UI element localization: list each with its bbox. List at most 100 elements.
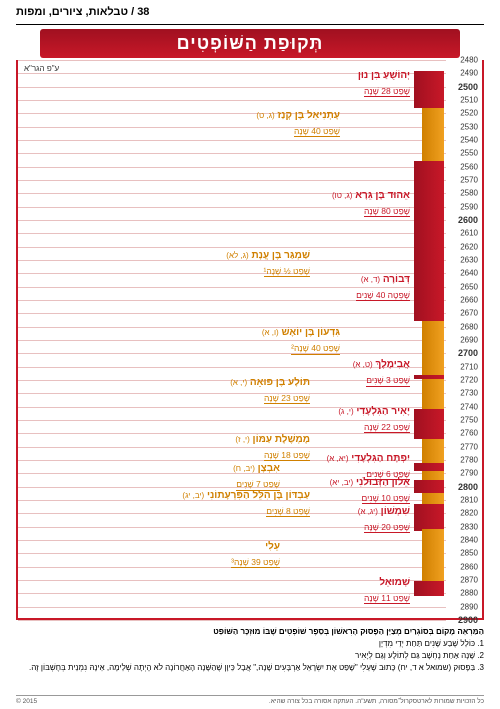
axis-tick: 2480 — [460, 56, 478, 65]
judge-name: אֲבִימֶלֶךְ (ט, א) — [353, 359, 410, 370]
judge-name: עָתְנִיאֵל בֶּן קְנַז (ג, ט) — [256, 110, 340, 121]
section-title: טבלאות, ציורים, ומפות — [16, 6, 128, 18]
axis-tick: 2830 — [460, 522, 478, 531]
judge-label: אֵלוֹן הַזְּבוּלֹנִי (יב, יא) שָׁפַט 10 ש… — [330, 477, 410, 506]
axis-tick: 2820 — [460, 509, 478, 518]
judge-name: יָאִיר הַגִּלְעָדִי (י, ג) — [338, 406, 410, 417]
judge-duration: שָׁפַט 39 שָׁנָה³ — [231, 558, 280, 568]
axis-tick: 2860 — [460, 562, 478, 571]
axis-tick: 2600 — [458, 215, 478, 225]
axis-tick: 2520 — [460, 109, 478, 118]
judge-duration: שָׁפַט 28 שָׁנָה — [364, 87, 410, 97]
judge-label: מֶמְשֶׁלֶת עַמּוֹן (י, ז) שָׁפַט 18 שָׁנָ… — [235, 434, 310, 463]
judge-label: יְהוֹשֻׁעַ בִּן נוּן שָׁפַט 28 שָׁנָה — [358, 70, 410, 99]
axis-tick: 2730 — [460, 389, 478, 398]
timeline-bar — [422, 493, 444, 504]
bar-column — [414, 60, 444, 618]
judge-duration: שָׁפַט 23 שָׁנָה — [264, 394, 310, 404]
judge-duration: שָׁפַט 8 שָׁנִים — [266, 507, 310, 517]
judge-duration: שָׁפַט 40 שָׁנָה — [294, 127, 340, 137]
timeline-bar — [422, 529, 444, 581]
timeline-bar — [422, 108, 444, 161]
judge-label: עֵלִישָׁפַט 39 שָׁנָה³ — [231, 541, 280, 570]
year-axis: 2480249025002510252025302540255025602570… — [448, 60, 478, 618]
judge-label: גִּדְעוֹן בֶּן יוֹאָשׁ (ו, א)שָׁפַט 40 ש… — [262, 327, 340, 356]
axis-tick: 2850 — [460, 549, 478, 558]
axis-tick: 2610 — [460, 229, 478, 238]
timeline-bar — [414, 480, 444, 493]
axis-tick: 2720 — [460, 376, 478, 385]
timeline-chart: ע"פ הגר"א 248024902500251025202530254025… — [16, 60, 484, 620]
judge-label: דְּבוֹרָה (ד, א) שָׁפְטָה 40 שָׁנִים — [356, 274, 410, 303]
axis-tick: 2510 — [460, 96, 478, 105]
judge-name: מֶמְשֶׁלֶת עַמּוֹן (י, ז) — [235, 434, 310, 445]
judge-label: שַׁמְגַּר בֶּן עֲנָת (ג, לא) שָׁפַט ½ שָׁ… — [226, 250, 310, 279]
judge-name: דְּבוֹרָה (ד, א) — [356, 274, 410, 285]
axis-tick: 2710 — [460, 362, 478, 371]
footnote-item: 3. בַּפָּסוּק (שמואל א ד, יח) כָּתוּב שֶ… — [16, 662, 484, 674]
timeline-bar — [422, 471, 444, 480]
axis-tick: 2650 — [460, 282, 478, 291]
axis-tick: 2590 — [460, 202, 478, 211]
judge-name: יְהוֹשֻׁעַ בִּן נוּן — [358, 70, 410, 81]
copyright-text: כל הזכויות שמורות לארטסקרול־מסורה, תשע"ה… — [269, 698, 484, 705]
judge-name: אֵהוּד בֶּן גֵּרָא (ג, טו) — [332, 190, 410, 201]
footnotes-heading: הַמַּרְאֵה מָקוֹם בְּסוֹגְרַיִם מְצַיֵּן… — [16, 626, 484, 638]
timeline-bar — [414, 161, 444, 268]
gridline — [18, 620, 446, 621]
footnotes: הַמַּרְאֵה מָקוֹם בְּסוֹגְרַיִם מְצַיֵּן… — [16, 626, 484, 674]
axis-tick: 2750 — [460, 416, 478, 425]
judge-label: אִבְצָן (יב, ח)שָׁפַט 7 שָׁנִים — [233, 463, 280, 492]
judge-duration: שָׁפַט 3 שָׁנִים — [366, 376, 410, 386]
axis-tick: 2500 — [458, 82, 478, 92]
judge-label: אֵהוּד בֶּן גֵּרָא (ג, טו)שָׁפַט 80 שָׁנ… — [332, 190, 410, 219]
judge-duration: שָׁפַט 18 שָׁנָה — [264, 451, 310, 461]
footnote-item: 1. כּוֹלֵל שֶׁבַע שָׁנִים תַּחַת יְדֵי מ… — [16, 638, 484, 650]
axis-tick: 2570 — [460, 176, 478, 185]
judge-duration: שָׁפַט 40 שָׁנָה² — [291, 344, 340, 354]
axis-tick: 2760 — [460, 429, 478, 438]
judge-name: שְׁמוּאֵל — [364, 577, 410, 588]
timeline-bar — [414, 268, 444, 321]
page-header: 38 / טבלאות, ציורים, ומפות — [0, 0, 500, 24]
timeline-bar — [414, 581, 444, 596]
judge-duration: שָׁפַט 22 שָׁנָה — [364, 423, 410, 433]
judge-name: יִפְתָּח הַגִּלְעָדִי (יא, א) — [327, 453, 410, 464]
judge-name: אִבְצָן (יב, ח) — [233, 463, 280, 474]
judge-duration: שָׁפְטָה 40 שָׁנִים — [356, 291, 410, 301]
judge-duration: שָׁפַט ½ שָׁנָה¹ — [264, 267, 311, 277]
judge-label: עַבְדּוֹן בֶּן הִלֵּל הַפִּרְעָתוֹנִי (י… — [182, 490, 310, 519]
page-number: 38 — [137, 6, 149, 18]
judge-duration: שָׁפַט 20 שָׁנָה — [364, 523, 410, 533]
axis-tick: 2870 — [460, 576, 478, 585]
judge-duration: שָׁפַט 11 שָׁנָה — [364, 594, 410, 604]
axis-tick: 2490 — [460, 69, 478, 78]
judge-name: אֵלוֹן הַזְּבוּלֹנִי (יב, יא) — [330, 477, 410, 488]
judge-label: שִׁמְשׁוֹן (יג, א)שָׁפַט 20 שָׁנָה — [358, 506, 410, 535]
judge-name: עַבְדּוֹן בֶּן הִלֵּל הַפִּרְעָתוֹנִי (י… — [182, 490, 310, 501]
judge-duration: שָׁפַט 10 שָׁנִים — [362, 494, 410, 504]
judge-label: תּוֹלָע בֶּן פּוּאָה (י, א)שָׁפַט 23 שָׁ… — [230, 377, 310, 406]
axis-tick: 2900 — [458, 615, 478, 625]
axis-tick: 2560 — [460, 162, 478, 171]
judge-label: אֲבִימֶלֶךְ (ט, א) שָׁפַט 3 שָׁנִים — [353, 359, 410, 388]
timeline-bar — [414, 409, 444, 438]
axis-tick: 2800 — [458, 482, 478, 492]
axis-tick: 2810 — [460, 496, 478, 505]
copyright: כל הזכויות שמורות לארטסקרול־מסורה, תשע"ה… — [16, 695, 484, 705]
axis-tick: 2580 — [460, 189, 478, 198]
judge-name: שַׁמְגַּר בֶּן עֲנָת (ג, לא) — [226, 250, 310, 261]
axis-tick: 2540 — [460, 136, 478, 145]
judge-label: שְׁמוּאֵל שָׁפַט 11 שָׁנָה — [364, 577, 410, 606]
header-rule — [16, 24, 484, 25]
axis-tick: 2640 — [460, 269, 478, 278]
timeline-bar — [422, 379, 444, 410]
axis-tick: 2790 — [460, 469, 478, 478]
axis-tick: 2550 — [460, 149, 478, 158]
title-banner: תְּקוּפַת הַשּׁוֹפְטִים — [40, 29, 460, 58]
axis-tick: 2740 — [460, 402, 478, 411]
axis-tick: 2690 — [460, 336, 478, 345]
axis-tick: 2700 — [458, 348, 478, 358]
timeline-bar — [414, 71, 444, 108]
axis-tick: 2660 — [460, 296, 478, 305]
